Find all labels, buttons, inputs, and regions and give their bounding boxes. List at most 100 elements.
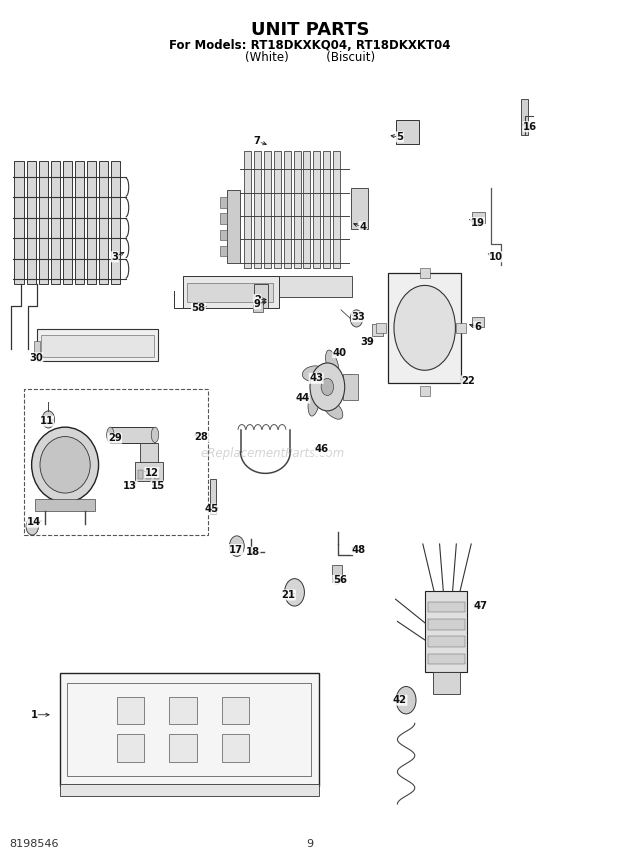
Circle shape	[321, 378, 334, 395]
Circle shape	[396, 687, 416, 714]
Text: 21: 21	[281, 590, 295, 600]
Bar	[138, 470, 143, 479]
Bar	[433, 673, 460, 693]
Text: 58: 58	[192, 303, 205, 313]
Bar	[420, 268, 430, 278]
Text: 45: 45	[205, 504, 219, 514]
Bar	[210, 479, 216, 514]
Bar	[34, 341, 40, 354]
Bar	[67, 683, 311, 776]
Text: 11: 11	[40, 416, 53, 426]
Text: 18: 18	[246, 547, 260, 557]
Bar	[38, 161, 48, 284]
Circle shape	[334, 576, 340, 585]
Text: 39: 39	[360, 337, 374, 348]
Text: 47: 47	[474, 601, 487, 611]
Ellipse shape	[40, 437, 91, 493]
Bar	[41, 335, 154, 357]
Text: 4: 4	[359, 222, 366, 232]
Bar	[472, 212, 485, 223]
Bar	[428, 637, 465, 647]
Bar	[226, 190, 240, 263]
Text: 15: 15	[151, 481, 165, 491]
Bar	[37, 329, 158, 361]
Text: 22: 22	[461, 376, 475, 386]
Text: 9: 9	[306, 839, 314, 849]
Bar	[222, 697, 249, 724]
Bar	[254, 152, 261, 268]
Bar	[303, 152, 311, 268]
Bar	[140, 443, 158, 464]
Bar	[99, 161, 108, 284]
Bar	[220, 229, 227, 240]
Bar	[63, 161, 72, 284]
Circle shape	[42, 411, 55, 428]
Bar	[343, 374, 358, 400]
Text: For Models: RT18DKXKQ04, RT18DKXKT04: For Models: RT18DKXKQ04, RT18DKXKT04	[169, 39, 451, 51]
Bar	[14, 161, 24, 284]
Ellipse shape	[326, 350, 339, 381]
Text: 6: 6	[474, 322, 481, 332]
Bar	[117, 697, 144, 724]
Text: 3: 3	[111, 252, 118, 262]
Text: 14: 14	[27, 517, 41, 527]
Bar	[110, 427, 155, 443]
Bar	[146, 470, 151, 479]
Circle shape	[229, 536, 244, 556]
Bar	[428, 603, 465, 613]
Text: 7: 7	[254, 136, 261, 146]
Bar	[51, 161, 60, 284]
Text: 56: 56	[333, 575, 347, 586]
Bar	[293, 152, 301, 268]
Bar	[244, 152, 251, 268]
Ellipse shape	[151, 427, 159, 443]
Text: UNIT PARTS: UNIT PARTS	[250, 21, 370, 39]
Circle shape	[285, 579, 304, 606]
Ellipse shape	[308, 384, 321, 416]
Text: 48: 48	[352, 544, 365, 555]
Text: 42: 42	[393, 695, 407, 705]
Bar	[274, 152, 281, 268]
Text: 13: 13	[123, 481, 137, 491]
Bar	[332, 565, 342, 582]
Bar	[75, 161, 84, 284]
Bar	[154, 470, 159, 479]
Bar	[35, 499, 95, 511]
Bar	[254, 284, 268, 308]
Circle shape	[26, 518, 38, 535]
Ellipse shape	[334, 375, 353, 399]
Bar	[27, 161, 35, 284]
Bar	[169, 734, 197, 762]
Text: (White)          (Biscuit): (White) (Biscuit)	[245, 51, 375, 64]
Text: 1: 1	[30, 710, 38, 720]
Text: 9: 9	[254, 299, 261, 309]
Bar	[234, 276, 352, 298]
Bar	[222, 734, 249, 762]
Text: 2: 2	[254, 294, 261, 305]
Bar	[333, 152, 340, 268]
Text: 17: 17	[229, 544, 242, 555]
Bar	[428, 620, 465, 630]
Bar	[169, 697, 197, 724]
Bar	[376, 323, 386, 333]
Bar	[396, 120, 419, 144]
Text: 33: 33	[352, 312, 365, 322]
Bar	[253, 302, 263, 312]
Bar	[111, 161, 120, 284]
Bar	[220, 197, 227, 207]
Text: 44: 44	[296, 393, 309, 403]
Text: 12: 12	[145, 467, 159, 478]
Ellipse shape	[322, 397, 343, 419]
Circle shape	[350, 310, 363, 327]
Bar	[264, 152, 271, 268]
Bar	[420, 386, 430, 396]
Text: eReplacementParts.com: eReplacementParts.com	[201, 447, 345, 461]
Bar	[87, 161, 96, 284]
Text: 28: 28	[195, 431, 208, 442]
Ellipse shape	[32, 427, 99, 502]
Bar	[372, 324, 383, 336]
Bar	[521, 99, 528, 135]
Bar	[425, 591, 467, 673]
Circle shape	[310, 363, 345, 411]
Bar	[428, 654, 465, 664]
